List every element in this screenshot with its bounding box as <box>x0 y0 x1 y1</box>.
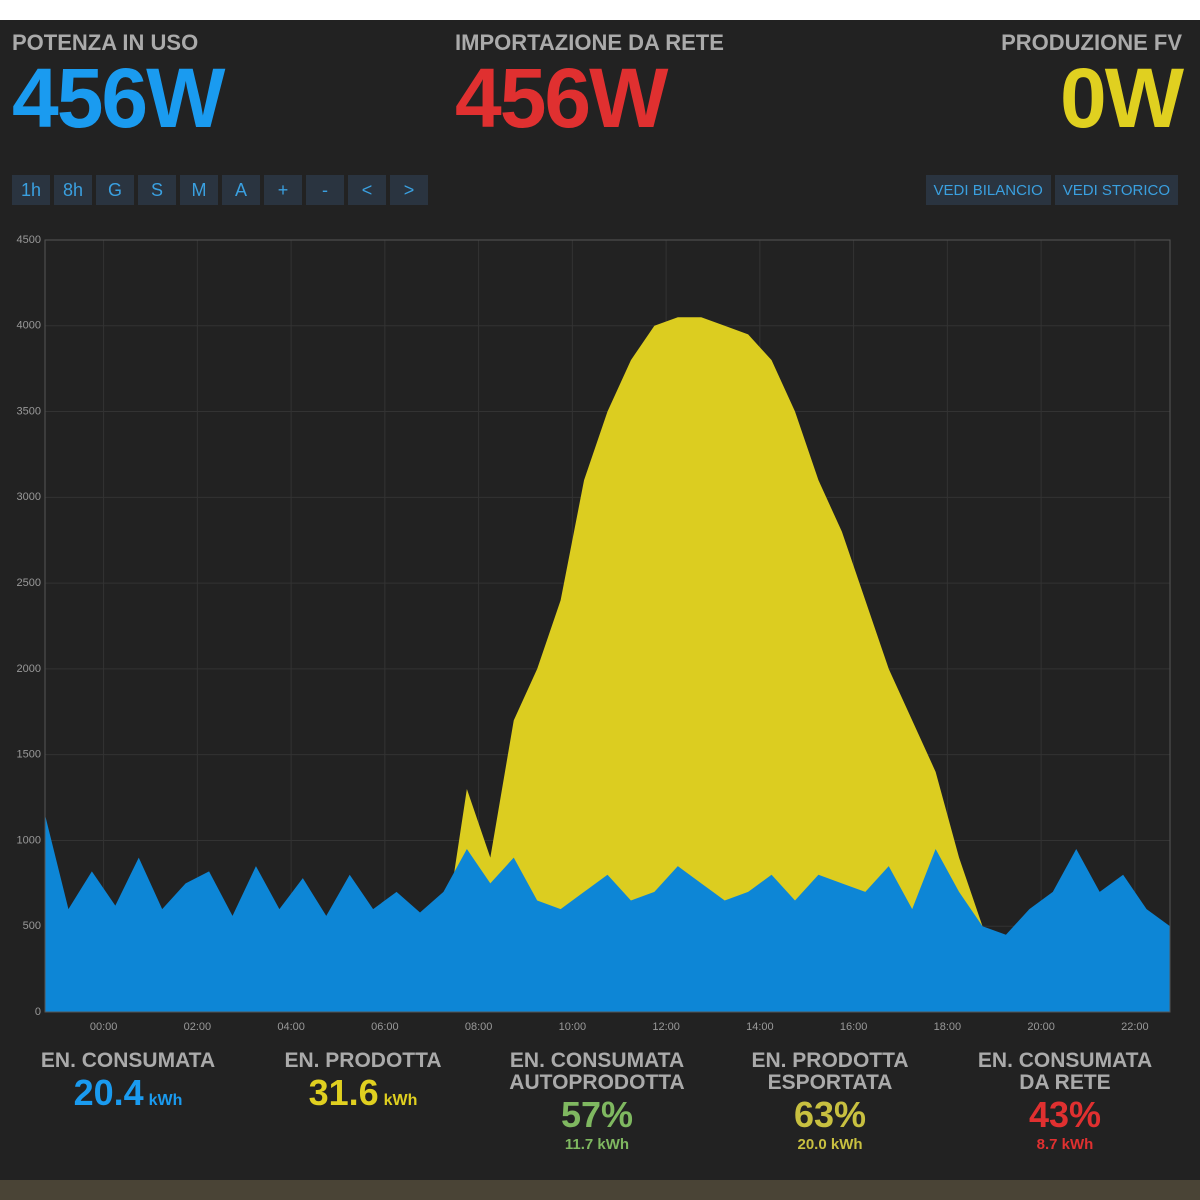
stat: EN. PRODOTTA 31.6 kWh <box>253 1050 473 1114</box>
range-button[interactable]: 1h <box>12 175 50 205</box>
metric: PRODUZIONE FV 0W <box>1001 30 1184 145</box>
stat-value: 57% <box>560 1094 634 1135</box>
y-tick-label: 4000 <box>17 320 41 332</box>
stat-value: 20.4 <box>73 1072 144 1113</box>
view-link[interactable]: VEDI STORICO <box>1054 175 1178 205</box>
x-tick-label: 10:00 <box>559 1021 587 1033</box>
footer-strip <box>0 1180 1200 1200</box>
range-button[interactable]: < <box>348 175 386 205</box>
metric-value: 456W <box>455 51 668 145</box>
metric-value: 456W <box>12 51 225 145</box>
x-tick-label: 12:00 <box>652 1021 680 1033</box>
x-tick-label: 06:00 <box>371 1021 399 1033</box>
y-tick-label: 2000 <box>17 663 41 675</box>
range-button[interactable]: 8h <box>54 175 92 205</box>
range-buttons: 1h 8h G S M A + - < > <box>12 175 428 205</box>
stat-value: 63% <box>793 1094 867 1135</box>
y-tick-label: 1000 <box>17 834 41 846</box>
chart: 0 500 1000 1500 2000 2500 3000 3500 4000 4500 00:0… <box>17 234 1171 1033</box>
stat-value-row: 20.4 kWh <box>18 1072 238 1114</box>
x-tick-label: 18:00 <box>934 1021 962 1033</box>
range-button[interactable]: G <box>96 175 134 205</box>
range-button[interactable]: M <box>180 175 218 205</box>
metric-label: POTENZA IN USO <box>12 30 199 55</box>
stat: EN. PRODOTTA ESPORTATA 63% 20.0 kWh <box>720 1049 940 1154</box>
stat: EN. CONSUMATA DA RETE 43% 8.7 kWh <box>955 1049 1175 1154</box>
y-tick-label: 4500 <box>17 234 41 246</box>
stat-unit: kWh <box>148 1092 183 1109</box>
range-button[interactable]: S <box>138 175 176 205</box>
range-button[interactable]: A <box>222 175 260 205</box>
x-tick-label: 20:00 <box>1027 1021 1055 1033</box>
x-tick-label: 04:00 <box>277 1021 305 1033</box>
y-tick-label: 2500 <box>17 577 41 589</box>
stat-label: EN. CONSUMATA <box>40 1049 216 1072</box>
x-tick-label: 16:00 <box>840 1021 868 1033</box>
stat-sub: 20.0 kWh <box>797 1136 863 1153</box>
metric: IMPORTAZIONE DA RETE 456W <box>455 30 724 140</box>
x-tick-label: 22:00 <box>1121 1021 1149 1033</box>
stat-value-row: 57% <box>487 1094 707 1136</box>
stat-sub: 8.7 kWh <box>1036 1136 1094 1153</box>
x-tick-label: 08:00 <box>465 1021 493 1033</box>
view-links: VEDI BILANCIO VEDI STORICO <box>925 175 1178 205</box>
stat-value: 31.6 <box>308 1072 379 1113</box>
stat-label: EN. PRODOTTA ESPORTATA <box>751 1049 909 1094</box>
stat: EN. CONSUMATA AUTOPRODOTTA 57% 11.7 kWh <box>487 1049 707 1154</box>
view-link[interactable]: VEDI BILANCIO <box>925 175 1051 205</box>
x-tick-label: 02:00 <box>184 1021 212 1033</box>
range-button[interactable]: > <box>390 175 428 205</box>
y-tick-label: 3500 <box>17 405 41 417</box>
range-button[interactable]: - <box>306 175 344 205</box>
app: POTENZA IN USO 456W IMPORTAZIONE DA RETE 45… <box>0 20 1200 1180</box>
stat-label: EN. CONSUMATA AUTOPRODOTTA <box>509 1049 685 1094</box>
metric-value: 0W <box>1060 51 1184 145</box>
stat-label: EN. CONSUMATA DA RETE <box>977 1049 1153 1094</box>
stat-unit: kWh <box>383 1092 418 1109</box>
stat-label: EN. PRODOTTA <box>284 1049 442 1072</box>
range-button[interactable]: + <box>264 175 302 205</box>
x-tick-label: 14:00 <box>746 1021 774 1033</box>
stat: EN. CONSUMATA 20.4 kWh <box>18 1050 238 1114</box>
plot-frame <box>44 239 1171 1013</box>
stat-value: 43% <box>1028 1094 1102 1135</box>
metric-label: PRODUZIONE FV <box>1001 30 1182 55</box>
y-tick-label: 0 <box>35 1006 41 1018</box>
area-series <box>45 814 1170 1012</box>
y-tick-label: 1500 <box>17 749 41 761</box>
stat-value-row: 31.6 kWh <box>253 1072 473 1114</box>
y-tick-label: 3000 <box>17 491 41 503</box>
stat-value-row: 63% <box>720 1094 940 1136</box>
stat-sub: 11.7 kWh <box>564 1136 630 1153</box>
metric: POTENZA IN USO 456W <box>12 30 225 145</box>
stat-value-row: 43% <box>955 1094 1175 1136</box>
area-series <box>45 317 1170 1012</box>
y-tick-label: 500 <box>23 920 41 932</box>
x-tick-label: 00:00 <box>90 1021 118 1033</box>
metric-label: IMPORTAZIONE DA RETE <box>455 30 724 55</box>
